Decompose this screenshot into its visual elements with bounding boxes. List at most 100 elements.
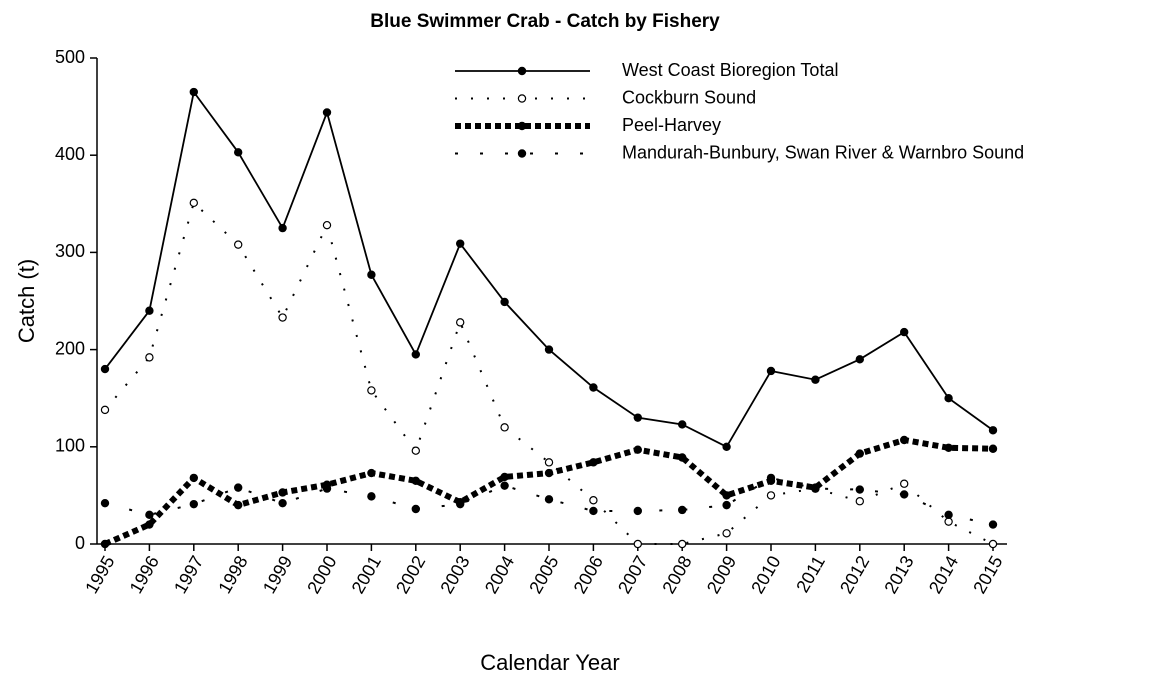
data-point [322, 220, 332, 230]
x-tick-label: 2000 [303, 552, 340, 597]
data-point [411, 350, 420, 359]
y-axis-label: Catch (t) [14, 259, 39, 343]
data-point [633, 539, 643, 549]
data-point [145, 353, 154, 362]
x-tick-label: 2011 [792, 552, 829, 596]
data-point [100, 539, 110, 549]
data-point [100, 405, 110, 415]
data-point [633, 413, 643, 422]
x-tick-label: 2001 [348, 552, 385, 597]
data-point [589, 506, 598, 516]
x-tick-label: 1997 [170, 552, 207, 597]
data-point [233, 483, 243, 492]
x-tick-label: 2010 [747, 552, 784, 597]
data-point [456, 318, 465, 327]
data-point [189, 499, 198, 509]
data-point [278, 498, 287, 508]
x-tick-label: 1999 [259, 552, 296, 597]
x-tick-label: 2005 [525, 552, 562, 597]
data-point [678, 453, 687, 462]
data-point [855, 449, 865, 458]
data-point [589, 458, 598, 467]
x-tick-label: 2003 [436, 552, 473, 597]
data-point [367, 386, 376, 395]
data-point [811, 375, 820, 384]
x-tick-label: 1995 [81, 552, 118, 597]
x-tick-label: 2014 [925, 552, 962, 597]
data-point [367, 492, 376, 501]
data-point [411, 476, 420, 486]
data-point [722, 491, 731, 500]
legend-marker [517, 149, 527, 158]
data-point [988, 426, 998, 435]
data-point [367, 468, 376, 478]
legend-marker [517, 94, 527, 103]
data-point [766, 366, 776, 376]
data-point [411, 446, 420, 455]
data-point [100, 498, 110, 508]
data-point [678, 420, 687, 429]
data-point [278, 488, 287, 497]
data-point [544, 458, 554, 467]
x-tick-label: 2015 [969, 552, 1006, 597]
y-tick-label: 400 [55, 144, 85, 164]
x-tick-label: 1996 [126, 552, 163, 597]
data-point [145, 510, 154, 520]
legend-marker [517, 121, 527, 131]
data-point [944, 443, 953, 452]
data-point [500, 472, 509, 482]
data-point [189, 87, 198, 97]
legend-marker [517, 66, 527, 76]
data-point [855, 497, 865, 506]
data-point [145, 520, 154, 529]
legend-label: Mandurah-Bunbury, Swan River & Warnbro S… [622, 142, 1024, 162]
data-point [633, 445, 643, 454]
x-tick-label: 1998 [214, 552, 251, 597]
data-point [233, 240, 243, 249]
data-point [988, 520, 998, 529]
data-point [988, 444, 998, 453]
data-point [678, 539, 687, 549]
x-tick-label: 2012 [836, 552, 873, 597]
data-point [900, 327, 909, 337]
chart-title: Blue Swimmer Crab - Catch by Fishery [370, 11, 720, 32]
data-point [233, 500, 243, 510]
data-point [411, 504, 420, 514]
data-point [189, 473, 198, 483]
data-point [589, 383, 598, 392]
data-point [544, 468, 554, 478]
data-point [500, 481, 509, 490]
data-point [500, 423, 509, 432]
y-tick-label: 0 [75, 533, 85, 553]
data-point [367, 270, 376, 279]
data-point [766, 491, 776, 500]
x-tick-label: 2007 [614, 552, 651, 597]
y-tick-label: 200 [55, 338, 85, 358]
data-point [900, 490, 909, 499]
x-tick-label: 2002 [392, 552, 429, 597]
x-tick-label: 2013 [880, 552, 917, 597]
data-point [456, 239, 465, 248]
data-point [500, 297, 509, 307]
data-point [145, 306, 154, 315]
data-point [944, 394, 953, 403]
data-point [456, 499, 465, 509]
data-point [322, 108, 332, 117]
data-point [944, 510, 953, 520]
data-point [722, 529, 731, 538]
data-point [278, 313, 287, 322]
y-tick-label: 300 [55, 241, 85, 261]
data-point [855, 355, 865, 364]
data-point [322, 484, 332, 493]
y-tick-label: 500 [55, 47, 85, 67]
data-point [811, 484, 820, 493]
x-tick-label: 2008 [658, 552, 695, 597]
data-point [722, 442, 731, 451]
legend-label: Peel-Harvey [622, 115, 721, 135]
x-tick-label: 2009 [703, 552, 740, 597]
data-point [633, 506, 643, 516]
data-point [100, 364, 110, 374]
data-point [278, 223, 287, 233]
data-point [900, 435, 909, 445]
